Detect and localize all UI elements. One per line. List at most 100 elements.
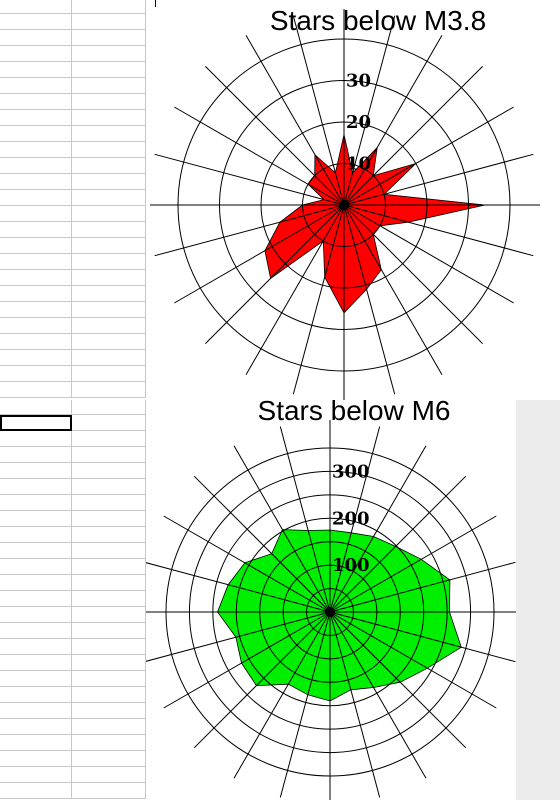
count-cell[interactable] <box>72 703 146 719</box>
count-cell[interactable] <box>72 110 146 126</box>
count-cell[interactable] <box>72 559 146 575</box>
ascension-cell[interactable] <box>0 62 72 78</box>
count-cell[interactable] <box>72 447 146 463</box>
count-cell[interactable] <box>72 575 146 591</box>
ascension-cell[interactable] <box>0 495 72 511</box>
ascension-cell[interactable] <box>0 14 72 30</box>
ascension-cell[interactable] <box>0 142 72 158</box>
table-row[interactable] <box>0 206 146 222</box>
table-row[interactable] <box>0 30 146 46</box>
ascension-cell[interactable] <box>0 254 72 270</box>
table-row[interactable] <box>0 350 146 366</box>
ascension-cell[interactable] <box>0 623 72 639</box>
count-cell[interactable] <box>72 767 146 783</box>
count-cell[interactable] <box>72 431 146 447</box>
count-cell[interactable] <box>72 687 146 703</box>
table-row[interactable] <box>0 639 146 655</box>
table-row[interactable] <box>0 14 146 30</box>
count-cell[interactable] <box>72 318 146 334</box>
table-row[interactable] <box>0 703 146 719</box>
count-cell[interactable] <box>72 142 146 158</box>
table-row[interactable] <box>0 575 146 591</box>
ascension-cell[interactable] <box>0 575 72 591</box>
count-cell[interactable] <box>72 190 146 206</box>
count-cell[interactable] <box>72 206 146 222</box>
table-row[interactable] <box>0 318 146 334</box>
table-row[interactable] <box>0 126 146 142</box>
table-row[interactable] <box>0 783 146 799</box>
table-row[interactable] <box>0 591 146 607</box>
count-cell[interactable] <box>72 238 146 254</box>
table-row[interactable] <box>0 479 146 495</box>
table-row[interactable] <box>0 687 146 703</box>
ascension-cell[interactable] <box>0 607 72 623</box>
count-cell[interactable] <box>72 719 146 735</box>
table-row[interactable] <box>0 511 146 527</box>
count-cell[interactable] <box>72 46 146 62</box>
ascension-cell[interactable] <box>0 655 72 671</box>
count-cell[interactable] <box>72 655 146 671</box>
ascension-cell[interactable] <box>0 703 72 719</box>
ascension-cell[interactable] <box>0 687 72 703</box>
ascension-cell[interactable] <box>0 735 72 751</box>
count-cell[interactable] <box>72 270 146 286</box>
count-cell[interactable] <box>72 14 146 30</box>
count-cell[interactable] <box>72 735 146 751</box>
ascension-cell[interactable] <box>0 46 72 62</box>
table-row[interactable] <box>0 222 146 238</box>
count-cell[interactable] <box>72 639 146 655</box>
ascension-cell[interactable] <box>0 591 72 607</box>
table-row[interactable] <box>0 270 146 286</box>
ascension-cell[interactable] <box>0 0 72 14</box>
ascension-cell[interactable] <box>0 30 72 46</box>
count-cell[interactable] <box>72 400 146 415</box>
ascension-cell[interactable] <box>0 382 72 398</box>
count-cell[interactable] <box>72 126 146 142</box>
table-row[interactable] <box>0 623 146 639</box>
count-cell[interactable] <box>72 286 146 302</box>
ascension-cell[interactable] <box>0 318 72 334</box>
table-row[interactable] <box>0 735 146 751</box>
table-header-row[interactable] <box>0 0 146 14</box>
ascension-cell[interactable] <box>0 559 72 575</box>
table-row[interactable] <box>0 559 146 575</box>
table-row[interactable] <box>0 527 146 543</box>
count-cell[interactable] <box>72 30 146 46</box>
ascension-cell[interactable] <box>0 78 72 94</box>
ascension-cell[interactable] <box>0 415 72 431</box>
count-cell[interactable] <box>72 415 146 431</box>
table-row[interactable] <box>0 190 146 206</box>
table-row[interactable] <box>0 286 146 302</box>
count-cell[interactable] <box>72 302 146 318</box>
table-row[interactable] <box>0 463 146 479</box>
count-cell[interactable] <box>72 527 146 543</box>
table-row[interactable] <box>0 142 146 158</box>
table-row[interactable] <box>0 751 146 767</box>
table-row[interactable] <box>0 158 146 174</box>
table-row[interactable] <box>0 366 146 382</box>
ascension-cell[interactable] <box>0 767 72 783</box>
ascension-cell[interactable] <box>0 270 72 286</box>
table-row[interactable] <box>0 110 146 126</box>
count-cell[interactable] <box>72 543 146 559</box>
ascension-cell[interactable] <box>0 527 72 543</box>
ascension-cell[interactable] <box>0 302 72 318</box>
ascension-cell[interactable] <box>0 671 72 687</box>
count-cell[interactable] <box>72 78 146 94</box>
table-row[interactable] <box>0 334 146 350</box>
table-row[interactable] <box>0 302 146 318</box>
ascension-cell[interactable] <box>0 463 72 479</box>
count-cell[interactable] <box>72 334 146 350</box>
count-cell[interactable] <box>72 62 146 78</box>
count-cell[interactable] <box>72 607 146 623</box>
table-row[interactable] <box>0 719 146 735</box>
count-cell[interactable] <box>72 254 146 270</box>
ascension-cell[interactable] <box>0 511 72 527</box>
ascension-cell[interactable] <box>0 543 72 559</box>
count-cell[interactable] <box>72 511 146 527</box>
table-row[interactable] <box>0 62 146 78</box>
ascension-cell[interactable] <box>0 190 72 206</box>
table-row[interactable] <box>0 607 146 623</box>
ascension-cell[interactable] <box>0 206 72 222</box>
table-row[interactable] <box>0 94 146 110</box>
